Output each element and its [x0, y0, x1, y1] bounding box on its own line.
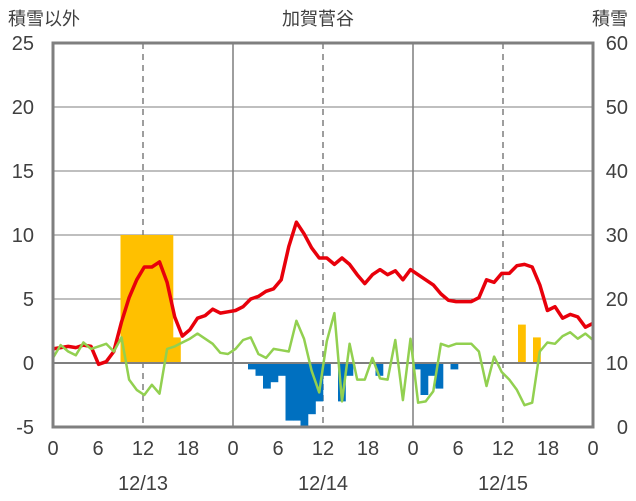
right-tick-label: 40 [606, 161, 628, 183]
x-tick-label: 18 [537, 438, 559, 460]
left-tick-label: 10 [12, 225, 34, 247]
left-tick-label: 5 [23, 289, 34, 311]
right-tick-label: 20 [606, 289, 628, 311]
day-label: 12/13 [118, 473, 168, 495]
bar-blue_bar [300, 363, 309, 427]
bar-blue_bar [315, 363, 324, 402]
left-tick-label: 0 [23, 353, 34, 375]
left-tick-label: 20 [12, 97, 34, 119]
day-label: 12/15 [478, 473, 528, 495]
plot-frame [51, 41, 595, 429]
left-tick-label: 25 [12, 33, 34, 55]
bar-orange_bar [518, 324, 526, 363]
bar-orange_bar [120, 235, 129, 363]
bar-blue_bar [435, 363, 444, 389]
left-axis-title: 積雪以外 [8, 9, 80, 30]
bar-blue_bar [248, 363, 256, 370]
x-tick-label: 12 [312, 438, 334, 460]
left-tick-label: -5 [16, 417, 34, 439]
x-tick-label: 12 [132, 438, 154, 460]
bar-blue_bar [293, 363, 301, 421]
bar-blue_bar [308, 363, 316, 415]
chart-title: 加賀菅谷 [282, 9, 354, 30]
right-tick-label: 10 [606, 353, 628, 375]
x-tick-label: 6 [452, 438, 463, 460]
bar-orange_bar [150, 235, 159, 363]
x-tick-label: 18 [357, 438, 379, 460]
bar-blue_bar [263, 363, 271, 389]
bar-blue_bar [323, 363, 331, 376]
x-tick-label: 6 [272, 438, 283, 460]
bar-blue_bar [255, 363, 264, 376]
bar-blue_bar [270, 363, 279, 383]
x-tick-label: 0 [227, 438, 238, 460]
x-tick-label: 12 [492, 438, 514, 460]
bar-blue_bar [345, 363, 354, 376]
bar-blue_bar [450, 363, 459, 370]
x-tick-label: 18 [177, 438, 199, 460]
bar-orange_bar [135, 235, 144, 363]
bar-blue_bar [413, 363, 421, 370]
bar-blue_bar [420, 363, 429, 395]
bar-orange_bar [533, 337, 541, 363]
bar-blue_bar [375, 363, 384, 376]
right-tick-label: 60 [606, 33, 628, 55]
series-line-green_line [51, 311, 594, 407]
bar-orange_bar [143, 235, 151, 363]
x-tick-label: 0 [47, 438, 58, 460]
bar-blue_bar [285, 363, 294, 421]
plot-border [51, 41, 595, 429]
series-line-red_line [52, 220, 594, 367]
day-labels: 12/13 12/14 12/15 [118, 473, 528, 495]
bar-blue_bar [338, 363, 346, 402]
bar-blue_bar [428, 363, 436, 376]
right-axis-title: 積雪 [592, 9, 628, 30]
x-tick-label: 0 [587, 438, 598, 460]
x-tick-label: 6 [92, 438, 103, 460]
right-axis-ticks: 0 10 20 30 40 50 60 [606, 33, 628, 439]
x-tick-label: 0 [407, 438, 418, 460]
bar-blue_bar [278, 363, 286, 376]
x-axis-ticks: 0 6 12 18 0 6 12 18 0 6 12 18 0 [47, 438, 598, 460]
right-tick-label: 30 [606, 225, 628, 247]
bar-orange_bar [173, 337, 181, 363]
bar-orange_bar [158, 235, 166, 363]
right-tick-label: 50 [606, 97, 628, 119]
left-tick-label: 15 [12, 161, 34, 183]
bar-orange_bar [128, 235, 136, 363]
right-tick-label: 0 [617, 417, 628, 439]
day-label: 12/14 [298, 473, 348, 495]
left-axis-ticks: -5 0 5 10 15 20 25 [12, 33, 34, 439]
